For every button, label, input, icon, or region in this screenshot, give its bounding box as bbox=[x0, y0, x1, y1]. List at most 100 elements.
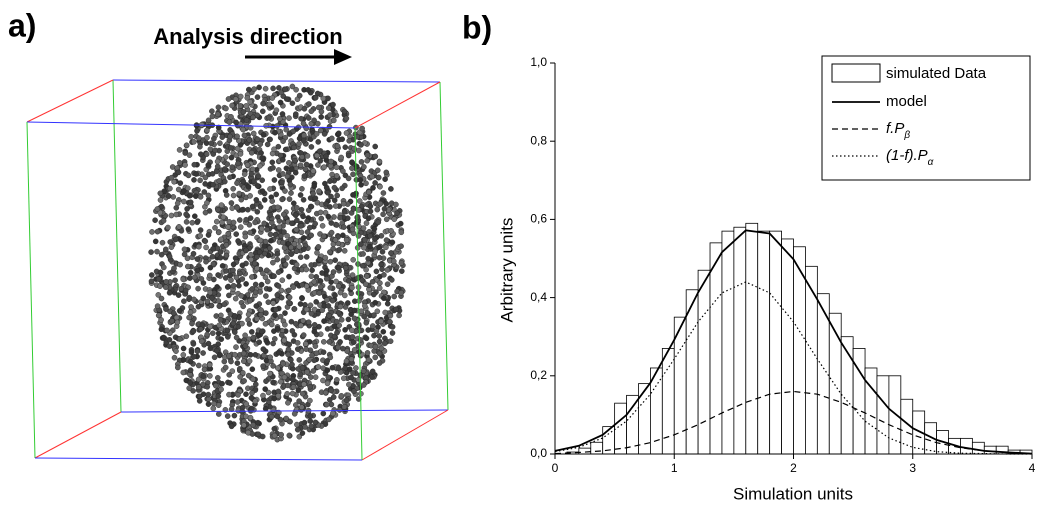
point bbox=[372, 180, 378, 186]
point bbox=[283, 126, 290, 133]
y-axis-label: Arbitrary units bbox=[497, 218, 516, 323]
point bbox=[206, 362, 213, 368]
point bbox=[190, 341, 197, 347]
point bbox=[361, 313, 368, 320]
point bbox=[394, 210, 400, 216]
histogram-bar bbox=[614, 402, 627, 455]
point bbox=[174, 364, 181, 371]
point bbox=[286, 159, 292, 166]
box-edge bbox=[354, 81, 441, 129]
point bbox=[246, 321, 253, 327]
point bbox=[274, 256, 281, 263]
point bbox=[362, 281, 369, 288]
point bbox=[340, 232, 346, 239]
point bbox=[351, 315, 358, 322]
point bbox=[264, 141, 271, 148]
point bbox=[288, 166, 295, 173]
point bbox=[234, 399, 241, 405]
point bbox=[317, 209, 324, 216]
point bbox=[306, 356, 313, 363]
point bbox=[241, 422, 247, 429]
point bbox=[313, 350, 320, 357]
point bbox=[163, 278, 169, 285]
point bbox=[318, 114, 325, 120]
point bbox=[235, 392, 241, 398]
point bbox=[182, 162, 188, 168]
point bbox=[340, 224, 347, 230]
point bbox=[282, 146, 289, 153]
point bbox=[271, 425, 278, 432]
point bbox=[324, 380, 331, 387]
point bbox=[236, 190, 242, 197]
point bbox=[263, 337, 270, 344]
point bbox=[275, 283, 282, 289]
point bbox=[276, 116, 283, 122]
point bbox=[266, 286, 273, 293]
point bbox=[245, 183, 252, 190]
point bbox=[238, 292, 245, 299]
point bbox=[313, 299, 320, 305]
point bbox=[313, 273, 320, 280]
point bbox=[335, 309, 342, 316]
point bbox=[346, 381, 352, 388]
point bbox=[286, 115, 292, 121]
point bbox=[365, 189, 372, 195]
point bbox=[180, 356, 187, 363]
point bbox=[336, 407, 343, 413]
point bbox=[158, 295, 165, 302]
point bbox=[200, 373, 207, 380]
point bbox=[207, 289, 213, 296]
point bbox=[197, 232, 203, 239]
point bbox=[222, 364, 229, 371]
legend-label: f.Pβ bbox=[886, 120, 910, 141]
point bbox=[272, 312, 278, 318]
point bbox=[290, 376, 296, 383]
point bbox=[286, 432, 293, 439]
point bbox=[155, 312, 162, 319]
point bbox=[258, 225, 265, 232]
point bbox=[228, 423, 235, 430]
point bbox=[225, 230, 231, 237]
point bbox=[358, 159, 365, 165]
point bbox=[191, 353, 197, 360]
point bbox=[318, 215, 325, 222]
point bbox=[271, 146, 277, 153]
point bbox=[292, 320, 299, 327]
point bbox=[284, 382, 291, 389]
point bbox=[253, 197, 260, 203]
point bbox=[349, 272, 356, 278]
point bbox=[197, 143, 203, 150]
histogram-bar bbox=[721, 230, 735, 455]
point bbox=[211, 400, 217, 407]
point bbox=[358, 308, 365, 315]
point bbox=[367, 243, 373, 250]
box-edge bbox=[439, 81, 449, 411]
point bbox=[296, 243, 303, 250]
point bbox=[219, 134, 226, 140]
point bbox=[365, 215, 372, 222]
point bbox=[378, 261, 384, 268]
point bbox=[255, 419, 261, 426]
point bbox=[167, 185, 173, 192]
point bbox=[226, 119, 233, 125]
point bbox=[398, 229, 405, 236]
point bbox=[391, 293, 398, 300]
point bbox=[154, 303, 161, 309]
point bbox=[148, 272, 155, 278]
point bbox=[194, 256, 201, 262]
point bbox=[299, 282, 306, 288]
point bbox=[351, 388, 357, 395]
point bbox=[294, 421, 300, 428]
point bbox=[243, 117, 250, 123]
point bbox=[239, 320, 245, 327]
point bbox=[203, 140, 210, 146]
point bbox=[228, 358, 234, 365]
point bbox=[296, 135, 303, 142]
histogram-bar bbox=[697, 269, 711, 455]
point bbox=[163, 306, 169, 312]
point bbox=[176, 147, 183, 153]
point bbox=[203, 151, 210, 157]
point bbox=[172, 236, 179, 243]
point bbox=[343, 237, 350, 243]
point bbox=[371, 225, 378, 232]
